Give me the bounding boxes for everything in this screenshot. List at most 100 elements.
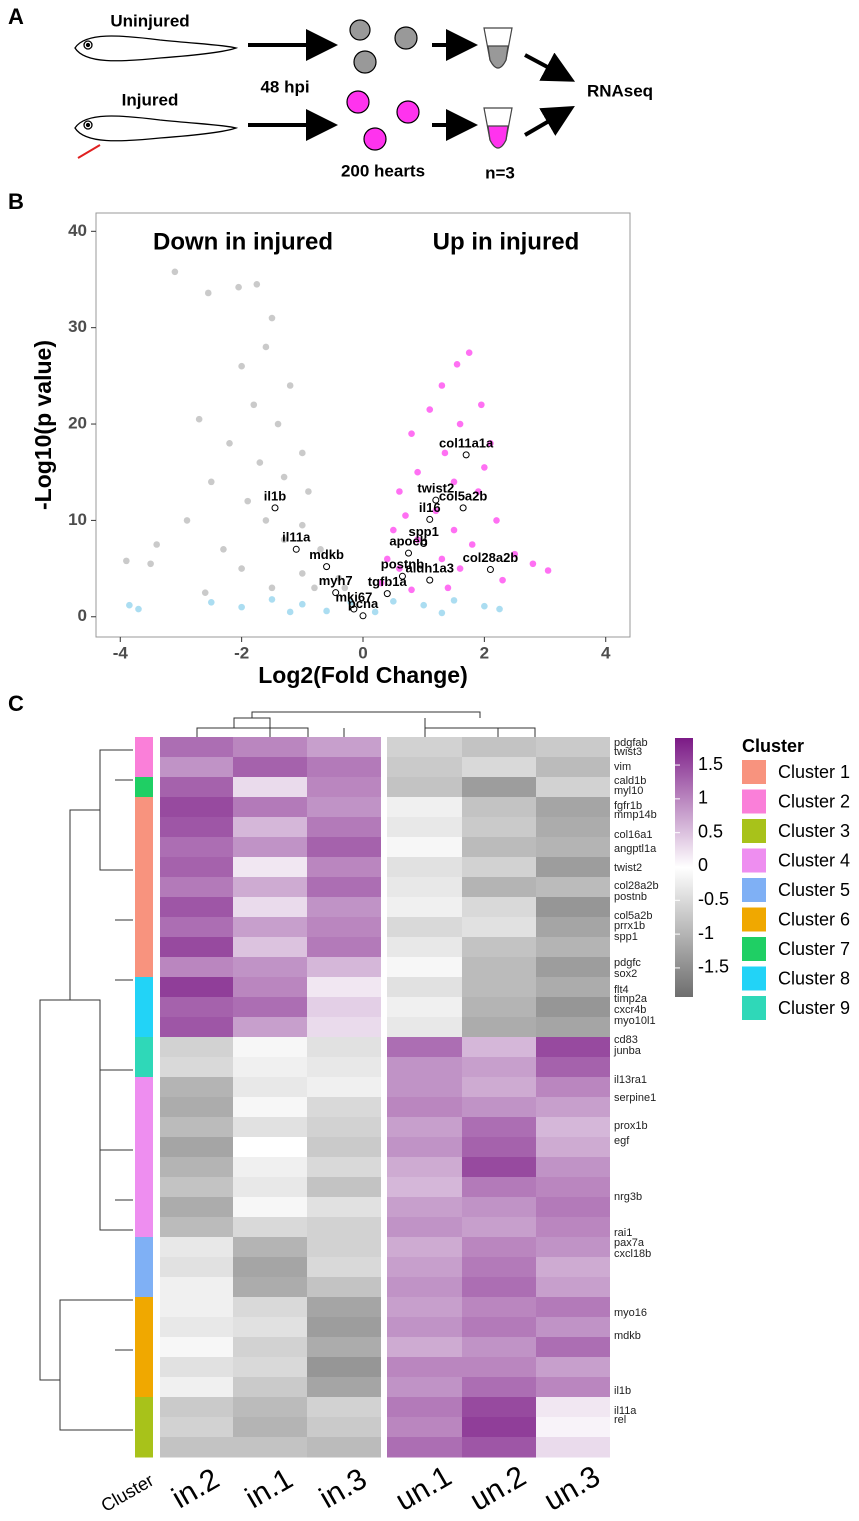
hearts <box>346 19 420 151</box>
cluster-bar <box>135 1157 153 1178</box>
cluster-bar <box>135 917 153 938</box>
point <box>496 605 503 613</box>
point <box>226 440 233 447</box>
gene-label: nrg3b <box>614 1191 642 1203</box>
point <box>268 596 276 603</box>
point <box>341 584 349 592</box>
gene-label: postnb <box>614 891 647 903</box>
point <box>529 560 537 568</box>
point <box>487 440 494 447</box>
legend-label: Cluster 7 <box>778 939 850 959</box>
heat-cell <box>462 877 536 898</box>
gene-label: il1b <box>614 1385 631 1397</box>
point <box>544 567 552 574</box>
heat-cell <box>387 937 462 958</box>
y-tick-label: 30 <box>68 317 87 336</box>
heat-cell <box>536 837 610 858</box>
heat-cell <box>387 1117 462 1138</box>
heat-cell <box>387 1197 462 1218</box>
heat-cell <box>160 1117 233 1138</box>
gene-label: il13ra1 <box>614 1074 647 1086</box>
heat-cell <box>462 917 536 938</box>
column-label: in.3 <box>314 1462 372 1515</box>
point <box>299 449 306 457</box>
heat-cell <box>233 1357 307 1378</box>
gene-label: serpine1 <box>614 1092 656 1104</box>
heat-cell <box>160 877 233 898</box>
column-label: in.2 <box>167 1462 225 1515</box>
injured-label: Injured <box>122 90 179 109</box>
point-label: apoeb <box>389 534 427 549</box>
y-tick-label: 10 <box>68 510 87 529</box>
heat-cell <box>233 897 307 918</box>
heat-cell <box>233 1117 307 1138</box>
point <box>183 517 191 524</box>
heat-cell <box>160 917 233 938</box>
color-tick-label: 1 <box>698 788 708 808</box>
legend-label: Cluster 3 <box>778 821 850 841</box>
heat-cell <box>160 957 233 978</box>
heat-cell <box>233 837 307 858</box>
heat-cell <box>307 757 381 778</box>
point <box>481 464 488 471</box>
point <box>402 512 409 519</box>
heat-cell <box>233 1017 307 1038</box>
cluster-bar <box>135 937 153 958</box>
point <box>450 597 458 604</box>
point-label: twist2 <box>417 481 454 496</box>
color-tick-label: -0.5 <box>698 889 729 909</box>
heat-cell <box>536 1017 610 1038</box>
point-label: myh7 <box>319 573 353 588</box>
heat-cell <box>233 917 307 938</box>
gene-label: prrx1b <box>614 920 645 932</box>
heat-cell <box>536 897 610 918</box>
gene-label: fgfr1b <box>614 800 642 812</box>
heat-cell <box>233 797 307 818</box>
heat-cell <box>462 857 536 878</box>
heat-cell <box>536 1297 610 1318</box>
legend-swatch <box>742 878 766 902</box>
heat-cell <box>462 897 536 918</box>
point <box>441 449 449 457</box>
heat-cell <box>387 957 462 978</box>
heat-cell <box>233 1217 307 1238</box>
heat-cell <box>307 937 381 958</box>
heat-cell <box>387 1237 462 1258</box>
point-label: mki67 <box>335 589 372 604</box>
heat-cell <box>307 1057 381 1078</box>
heat-cell <box>307 1157 381 1178</box>
cluster-bar <box>135 1037 153 1058</box>
y-tick-label: 0 <box>78 606 87 625</box>
point <box>317 546 324 553</box>
point <box>511 550 519 558</box>
legend-swatch <box>742 848 766 873</box>
heat-cell <box>462 737 536 758</box>
cluster-bar <box>135 997 153 1018</box>
legend-swatch <box>742 996 766 1020</box>
color-bar <box>675 738 693 997</box>
heat-cell <box>536 1317 610 1338</box>
column-label: Cluster <box>98 1470 157 1516</box>
heat-cell <box>536 1377 610 1398</box>
heat-cell <box>536 777 610 798</box>
heat-cell <box>307 1197 381 1218</box>
heat-cell <box>307 797 381 818</box>
heat-cell <box>462 817 536 838</box>
legend-swatch <box>742 789 766 814</box>
labeled-point <box>398 572 406 580</box>
heat-cell <box>462 1437 536 1458</box>
heat-cell <box>536 1217 610 1238</box>
heat-cell <box>160 797 233 818</box>
replicates-label: n=3 <box>485 163 515 182</box>
heat-cell <box>307 1037 381 1058</box>
heat-cell <box>160 1057 233 1078</box>
point-label: aldh1a3 <box>406 561 454 576</box>
labeled-point <box>405 549 413 557</box>
panel-a: A Uninjured Injured 48 hpi 200 hearts <box>8 4 653 183</box>
cluster-bar <box>135 1077 153 1098</box>
point <box>262 343 270 351</box>
heat-cell <box>160 997 233 1018</box>
heat-cell <box>160 897 233 918</box>
gene-label: cxcr4b <box>614 1004 646 1016</box>
point <box>414 468 421 476</box>
